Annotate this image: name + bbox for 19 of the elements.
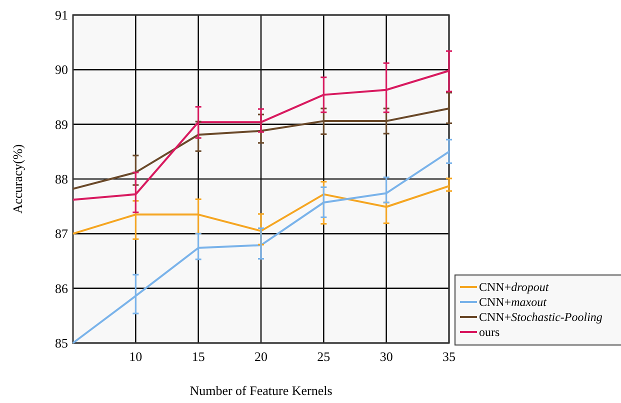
y-tick-label: 86 [55, 280, 68, 296]
y-axis-title: Accuracy(%) [10, 144, 25, 214]
x-axis-title: Number of Feature Kernels [190, 383, 332, 398]
x-tick-label: 35 [442, 349, 456, 364]
x-tick-label: 20 [254, 349, 268, 364]
y-tick-label: 90 [55, 62, 68, 78]
legend-label: CNN+Stochastic-Pooling [479, 310, 602, 324]
x-tick-label: 30 [380, 349, 393, 364]
y-tick-label: 91 [55, 8, 68, 22]
y-tick-label: 85 [55, 336, 68, 350]
y-tick-label: 88 [55, 172, 68, 186]
legend-label: CNN+maxout [479, 295, 548, 309]
y-tick-label: 89 [55, 116, 68, 132]
y-tick-label: 87 [55, 226, 68, 242]
x-tick-label: 10 [129, 349, 142, 364]
x-tick-label: 15 [192, 349, 205, 364]
legend-label: ours [479, 325, 500, 339]
legend-label: CNN+dropout [479, 280, 550, 294]
x-tick-label: 25 [317, 349, 330, 364]
